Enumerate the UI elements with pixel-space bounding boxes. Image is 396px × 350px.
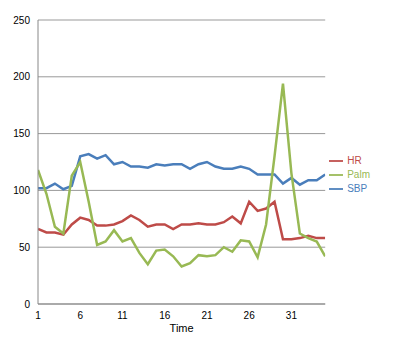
svg-text:11: 11	[117, 310, 128, 321]
svg-text:200: 200	[13, 71, 30, 82]
svg-text:21: 21	[201, 310, 213, 321]
svg-text:50: 50	[19, 242, 31, 253]
svg-text:100: 100	[13, 185, 30, 196]
svg-text:1: 1	[35, 310, 41, 321]
html-text:SBP: SBP	[347, 182, 368, 194]
svg-text:26: 26	[244, 310, 256, 321]
html-text:HR: HR	[347, 154, 362, 166]
svg-text:Time: Time	[170, 322, 194, 334]
svg-text:31: 31	[286, 310, 298, 321]
html-text:Palm: Palm	[347, 168, 370, 180]
svg-text:6: 6	[77, 310, 83, 321]
svg-text:150: 150	[13, 128, 30, 139]
svg-text:0: 0	[24, 299, 30, 310]
svg-text:250: 250	[13, 15, 30, 26]
svg-text:16: 16	[159, 310, 171, 321]
